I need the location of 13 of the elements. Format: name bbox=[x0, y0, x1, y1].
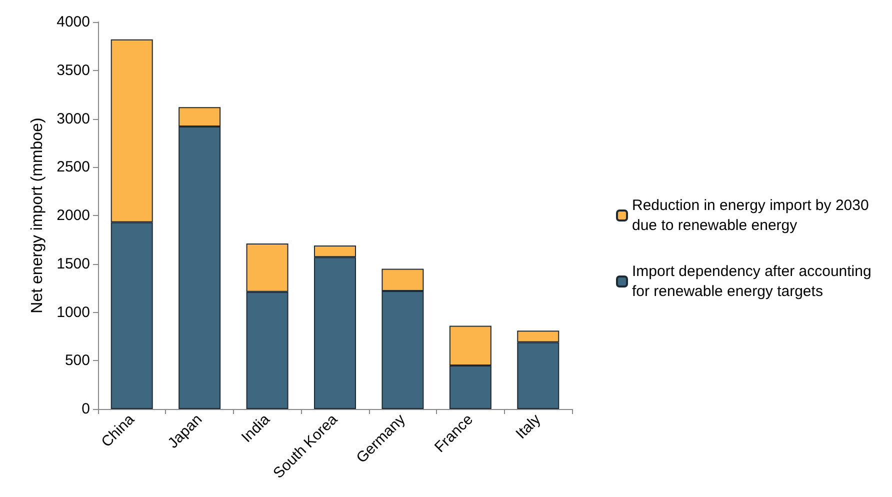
y-tick-label: 2500 bbox=[56, 158, 90, 176]
y-tick-label: 4000 bbox=[56, 14, 90, 30]
y-tick-label: 1000 bbox=[56, 304, 90, 321]
y-tick-label: 0 bbox=[82, 400, 90, 418]
y-tick-label: 500 bbox=[64, 352, 90, 370]
y-tick-label: 3500 bbox=[56, 62, 90, 79]
legend-label: Reduction in energy import by 2030 due to renewable energy bbox=[632, 197, 873, 234]
y-tick-label: 1500 bbox=[56, 255, 90, 272]
y-tick-label: 3000 bbox=[56, 110, 90, 128]
y-axis-title: Net energy import (mmboe) bbox=[29, 118, 46, 314]
x-tick-label: Italy bbox=[512, 410, 545, 442]
legend-label: Import dependency after accounting for renewable energy targets bbox=[632, 263, 876, 300]
y-tick-label: 2000 bbox=[56, 207, 90, 224]
